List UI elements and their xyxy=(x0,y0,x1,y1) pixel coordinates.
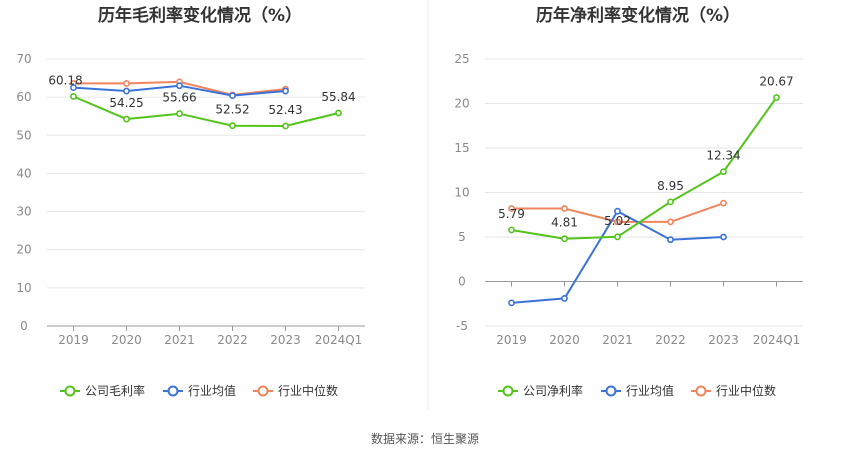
net-y-tick-label: -5 xyxy=(456,319,468,333)
gross-data-point-0 xyxy=(70,93,77,100)
net-y-tick-label: 0 xyxy=(458,275,466,289)
net-data-point-0 xyxy=(508,226,515,234)
net-data-label: 12.34 xyxy=(706,149,740,163)
gross-y-tick-label: 60 xyxy=(16,90,31,104)
net-x-tick-label: 2023 xyxy=(708,333,739,347)
net-data-point-2 xyxy=(667,218,674,226)
gross-y-tick-label: 70 xyxy=(16,52,31,66)
gross-legend-label: 公司毛利率 xyxy=(85,383,145,398)
net-x-tick-label: 2020 xyxy=(549,333,580,347)
net-data-point-0 xyxy=(667,198,674,206)
gross-y-tick-label: 50 xyxy=(16,128,31,142)
net-legend-swatch-marker xyxy=(695,385,707,397)
net-data-label: 8.95 xyxy=(657,179,684,193)
gross-data-label: 54.25 xyxy=(109,96,143,110)
gross-margin-chart-title: 历年毛利率变化情况（%） xyxy=(98,5,302,26)
net-y-tick-label: 25 xyxy=(454,52,469,66)
net-margin-chart: -5 0 5 10 15 20 25 2019 2020 2021 2022 2023 2024Q1 5.… xyxy=(454,52,803,398)
gross-x-tick-label: 2022 xyxy=(217,333,248,347)
net-data-point-2 xyxy=(720,199,727,207)
net-data-point-0 xyxy=(773,94,780,101)
gross-data-point-0 xyxy=(335,109,342,117)
gross-data-point-1 xyxy=(70,84,77,92)
net-data-label: 5.79 xyxy=(498,207,525,221)
net-data-point-1 xyxy=(508,299,515,307)
source-label: 数据来源：恒生聚源 xyxy=(371,431,479,446)
gross-legend-swatch-marker xyxy=(64,385,76,397)
gross-legend-label: 行业中位数 xyxy=(278,383,338,398)
net-x-tick-label: 2019 xyxy=(496,333,527,347)
gross-data-label: 55.66 xyxy=(162,91,196,105)
gross-x-tick-label: 2021 xyxy=(164,333,195,347)
net-y-tick-label: 5 xyxy=(458,230,466,244)
net-data-point-1 xyxy=(720,233,727,241)
net-y-tick-label: 10 xyxy=(454,186,469,200)
gross-legend-label: 行业均值 xyxy=(188,383,236,398)
gross-data-point-0 xyxy=(123,115,130,123)
net-data-label: 5.02 xyxy=(604,214,631,228)
net-data-label: 4.81 xyxy=(551,216,578,230)
gross-series-line-0 xyxy=(73,95,339,128)
gross-y-tick-label: 20 xyxy=(16,243,31,257)
gross-data-label: 52.43 xyxy=(268,103,302,117)
net-legend-swatch-marker xyxy=(605,385,617,397)
gross-legend-swatch-marker xyxy=(167,385,179,397)
gross-data-point-0 xyxy=(282,122,289,130)
gross-data-point-0 xyxy=(229,122,236,130)
net-data-point-2 xyxy=(561,205,568,212)
net-series-line-0 xyxy=(511,96,778,240)
net-x-tick-label: 2022 xyxy=(655,333,686,347)
gross-legend-swatch-marker xyxy=(257,385,269,397)
gross-y-tick-label: 0 xyxy=(20,319,28,333)
net-legend-label: 行业中位数 xyxy=(716,383,776,398)
net-margin-chart-title: 历年净利率变化情况（%） xyxy=(536,5,740,26)
gross-data-label: 55.84 xyxy=(321,90,355,104)
net-x-tick-label: 2024Q1 xyxy=(753,333,801,347)
net-legend-swatch-marker xyxy=(502,385,514,397)
net-legend-label: 公司净利率 xyxy=(523,383,583,398)
gross-x-tick-label: 2024Q1 xyxy=(315,333,363,347)
net-legend-label: 行业均值 xyxy=(626,383,674,398)
gross-margin-chart: 0 10 20 30 40 50 60 70 2019 2020 2021 2022 2023 2024Q… xyxy=(16,52,365,398)
net-data-label: 20.67 xyxy=(759,75,793,89)
gross-x-tick-label: 2019 xyxy=(58,333,89,347)
net-y-tick-label: 20 xyxy=(454,97,469,111)
gross-data-label: 60.18 xyxy=(48,73,82,87)
gross-data-point-0 xyxy=(176,110,183,118)
net-data-point-1 xyxy=(667,236,674,244)
net-data-point-0 xyxy=(720,168,727,176)
net-data-point-2 xyxy=(508,205,515,212)
net-y-tick-label: 15 xyxy=(454,141,469,155)
net-data-point-2 xyxy=(614,218,621,226)
net-data-point-0 xyxy=(561,235,568,243)
net-data-point-1 xyxy=(561,295,568,302)
net-x-tick-label: 2021 xyxy=(602,333,633,347)
gross-data-point-1 xyxy=(229,92,236,100)
gross-data-point-1 xyxy=(123,87,130,95)
gross-y-tick-label: 30 xyxy=(16,205,31,219)
gross-x-tick-label: 2023 xyxy=(270,333,301,347)
gross-data-label: 52.52 xyxy=(215,103,249,117)
gross-y-tick-label: 10 xyxy=(16,281,31,295)
gross-data-point-1 xyxy=(176,82,183,90)
gross-data-point-1 xyxy=(282,87,289,95)
gross-y-tick-label: 40 xyxy=(16,166,31,180)
gross-data-point-2 xyxy=(123,80,130,87)
net-data-point-0 xyxy=(614,233,621,241)
gross-x-tick-label: 2020 xyxy=(111,333,142,347)
net-data-point-1 xyxy=(614,207,621,215)
